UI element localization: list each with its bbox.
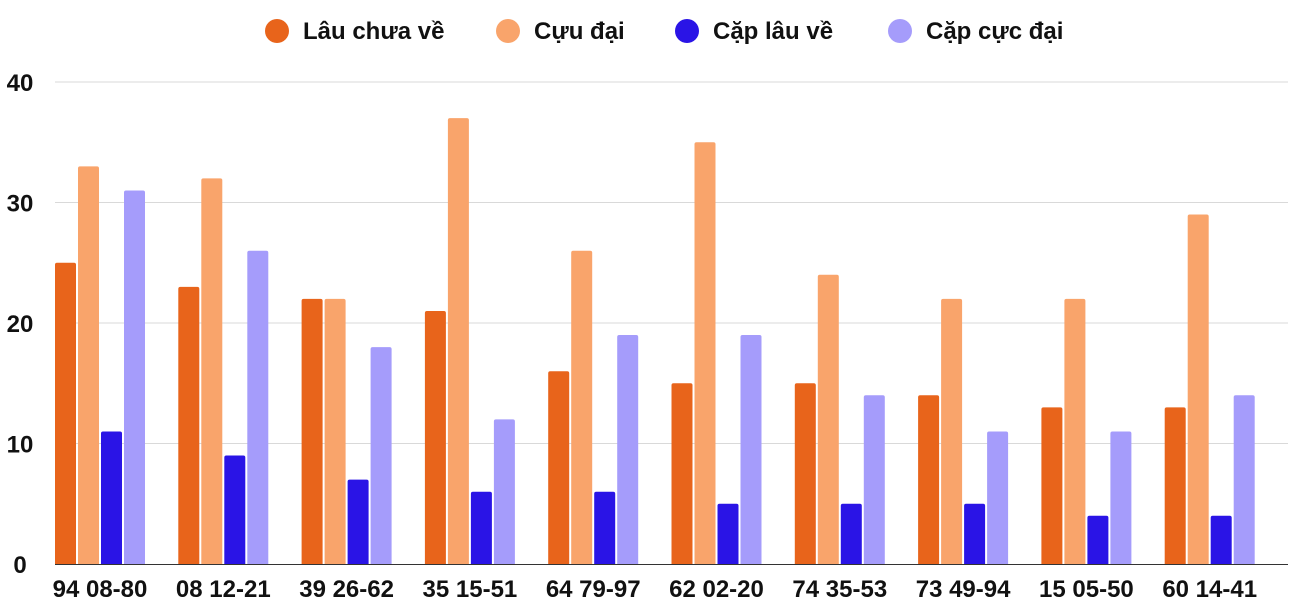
bar [694,142,716,564]
bar [301,298,323,564]
legend-label: Lâu chưa về [303,18,444,45]
bar [617,335,639,564]
legend-item: Lâu chưa về [265,18,444,45]
bar [324,298,346,564]
bar [124,190,145,564]
bar [817,274,839,564]
bar [717,503,739,564]
bar [1041,407,1063,564]
legend-label: Cựu đại [534,18,625,45]
y-tick-label: 10 [7,432,34,459]
bar [347,479,369,564]
x-tick-label: 39 26-62 [299,576,394,600]
bar [424,310,446,564]
y-axis-ticks: 0 10 20 30 40 [7,70,34,579]
bar [1164,407,1186,564]
legend-swatch [265,19,289,43]
bar [794,383,816,564]
bar [370,347,392,564]
bar [101,431,122,564]
x-tick-label: 60 14-41 [1162,576,1257,600]
x-tick-label: 73 49-94 [916,576,1011,600]
legend-item: Cựu đại [496,18,625,45]
x-tick-label: 62 02-20 [669,576,764,600]
bar [1187,214,1209,565]
bar [918,395,940,564]
x-tick-label: 08 12-21 [176,576,271,600]
y-tick-label: 40 [7,70,34,97]
legend-item: Cặp cực đại [888,18,1063,45]
bar [493,419,515,564]
x-tick-label: 35 15-51 [423,576,518,600]
bar [571,250,593,564]
x-tick-label: 94 08-80 [53,576,148,600]
bar [987,431,1009,564]
bar [1210,515,1232,564]
bar [548,371,570,564]
bar [1064,298,1086,564]
bar [1110,431,1132,564]
legend-swatch [675,19,699,43]
bar [594,491,616,564]
y-tick-label: 30 [7,191,34,218]
y-tick-label: 0 [13,552,26,579]
x-tick-label: 64 79-97 [546,576,641,600]
x-tick-label: 15 05-50 [1039,576,1134,600]
bar [447,118,469,565]
bar [964,503,986,564]
bar [671,383,693,564]
bar [224,455,246,564]
legend-label: Cặp lâu về [713,18,833,45]
bar [941,298,963,564]
bar [178,286,200,564]
legend-swatch [496,19,520,43]
legend-swatch [888,19,912,43]
bar [1233,395,1255,564]
legend-label: Cặp cực đại [926,18,1063,45]
bar [740,335,762,564]
bar [863,395,885,564]
bars [55,118,1255,565]
bar [247,250,269,564]
legend-item: Cặp lâu về [675,18,833,45]
bar [1087,515,1109,564]
x-axis-ticks: 94 08-80 08 12-21 39 26-62 35 15-51 64 79-97… [53,576,1257,600]
y-tick-label: 20 [7,311,34,338]
bar [201,178,223,564]
legend: Lâu chưa về Cựu đại Cặp lâu về Cặp cực đại [265,18,1063,45]
x-tick-label: 74 35-53 [792,576,887,600]
bar [78,166,99,564]
bar [55,262,76,564]
bar [840,503,862,564]
bar [470,491,492,564]
